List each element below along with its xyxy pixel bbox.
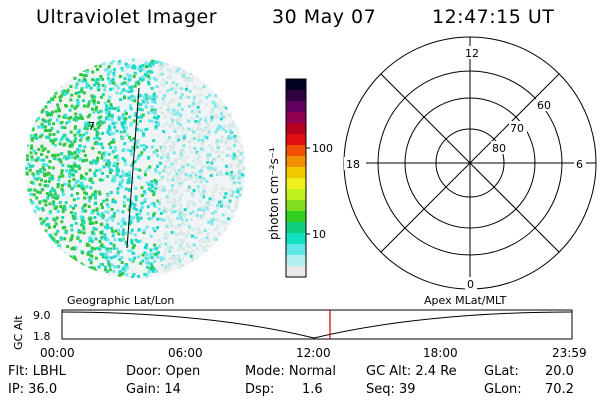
color-bar: 100 10 photon cm⁻²s⁻¹ [267,78,333,278]
colorbar-band [286,189,306,201]
uv-image-disk: 7 [25,58,245,278]
orbit-frame [61,309,573,340]
colorbar-tick-label-100: 100 [312,142,333,155]
observation-time: 12:47:15 UT [432,6,555,28]
mode-info: Mode: Normal [245,364,336,379]
orbit-panel: Geographic Lat/Lon Apex MLat/MLT GC Alt … [12,294,587,360]
observation-date: 30 May 07 [272,6,377,28]
orbit-y-tick-high: 9.0 [33,309,51,322]
colorbar-band [286,156,306,168]
colorbar-band [286,266,306,278]
gain-info: Gain: 14 [126,382,181,397]
glon-value: 70.2 [545,382,574,397]
polar-grid [343,36,597,290]
glat-value: 20.0 [545,364,574,379]
colorbar-unit-label: photon cm⁻²s⁻¹ [267,147,281,240]
orbit-x-tick-1800: 18:00 [423,346,458,360]
colorbar-band [286,222,306,234]
dsp-value: 1.6 [302,382,323,397]
colorbar-band [286,244,306,256]
colorbar-band [286,101,306,113]
scan-line [126,87,140,249]
instrument-title: Ultraviolet Imager [36,6,218,28]
mlt-label-12: 12 [465,47,479,60]
mlt-label-0: 0 [467,278,474,291]
orbit-right-label: Apex MLat/MLT [424,294,507,307]
colorbar-band [286,90,306,102]
polar-labels: 12 18 6 0 60 70 80 [344,46,586,291]
ip-info: IP: 36.0 [8,382,58,397]
colorbar-band [286,134,306,146]
colorbar-band [286,178,306,190]
colorbar-band [286,123,306,135]
mlt-label-6: 6 [576,158,583,171]
colorbar-band [286,211,306,223]
colorbar-band [286,167,306,179]
filter-info: Flt: LBHL [8,364,66,379]
dsp-label: Dsp: [245,382,275,397]
seq-info: Seq: 39 [366,382,416,397]
colorbar-band [286,255,306,267]
gc-alt-info: GC Alt: 2.4 Re [366,364,457,379]
orbit-x-tick-1200: 12:00 [296,346,331,360]
orbit-x-tick-0000: 00:00 [40,346,75,360]
orbit-x-tick-0600: 06:00 [168,346,203,360]
image-marker-label: 7 [88,120,95,133]
glon-label: GLon: [484,382,522,397]
colorbar-tick-label-10: 10 [312,228,326,241]
lat-label-60: 60 [537,99,551,112]
mlt-label-18: 18 [346,158,360,171]
lat-label-80: 80 [492,142,506,155]
colorbar-band [286,112,306,124]
colorbar-band [286,200,306,212]
orbit-left-label: Geographic Lat/Lon [67,294,174,307]
orbit-y-axis-title: GC Alt [12,315,25,350]
colorbar-band [286,145,306,157]
colorbar-band [286,233,306,245]
orbit-altitude-curve [61,311,573,339]
glat-label: GLat: [484,364,519,379]
lat-label-70: 70 [510,122,524,135]
orbit-y-tick-low: 1.8 [33,330,51,343]
colorbar-band [286,79,306,91]
orbit-x-tick-2359: 23:59 [552,346,587,360]
door-info: Door: Open [126,364,201,379]
